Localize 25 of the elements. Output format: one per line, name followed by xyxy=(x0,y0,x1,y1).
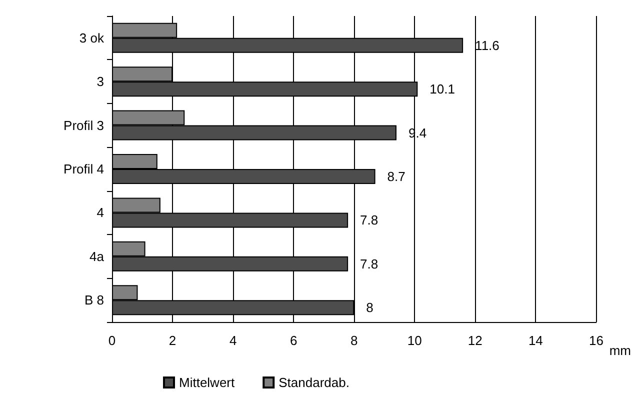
x-axis-title: mm xyxy=(609,343,631,358)
x-tick-label: 4 xyxy=(229,333,237,348)
data-label: 7.8 xyxy=(360,256,378,272)
data-label: 7.8 xyxy=(360,212,378,228)
y-tick-label: B 8 xyxy=(84,292,104,308)
legend-label: Mittelwert xyxy=(179,375,236,390)
y-tick-label: 3 xyxy=(96,74,104,90)
x-tick-label: 2 xyxy=(168,333,176,348)
data-label: 8 xyxy=(366,300,374,316)
y-tick-label: Profil 3 xyxy=(64,118,104,133)
x-tick-label: 8 xyxy=(350,333,358,348)
data-label: 11.6 xyxy=(475,38,500,53)
x-tick-label: 10 xyxy=(407,333,422,348)
y-tick-label: 4a xyxy=(90,248,105,264)
y-tick-label: 4 xyxy=(96,205,104,220)
x-tick-label: 14 xyxy=(528,333,543,348)
data-label: 8.7 xyxy=(387,169,406,184)
y-tick-label: 3 ok xyxy=(79,30,104,46)
data-label: 10.1 xyxy=(430,82,455,97)
x-tick-label: 16 xyxy=(588,333,604,348)
legend-label: Standardab. xyxy=(278,375,350,390)
x-tick-label: 6 xyxy=(290,333,298,348)
x-tick-label: 12 xyxy=(468,333,482,348)
x-tick-label: 0 xyxy=(108,333,116,348)
y-tick-label: Profil 4 xyxy=(64,162,104,176)
